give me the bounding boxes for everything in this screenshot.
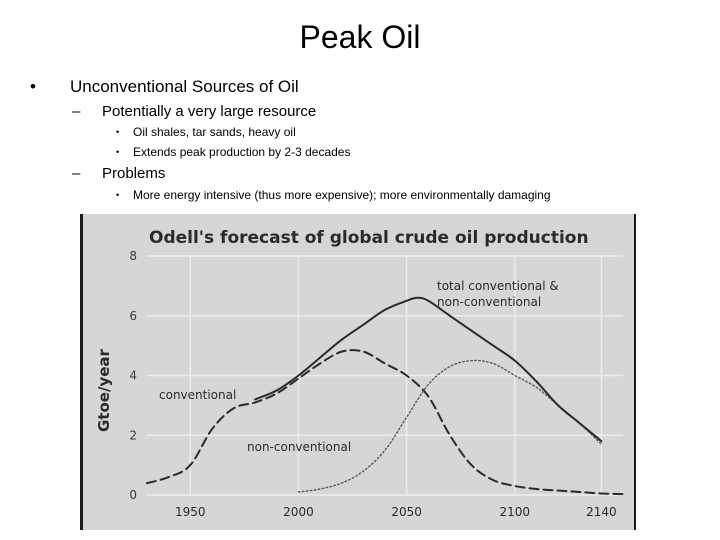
chart-title: Odell's forecast of global crude oil pro…: [149, 228, 589, 248]
dash-marker: –: [72, 165, 81, 182]
y-tick-label: 4: [129, 369, 137, 383]
x-tick-label: 2000: [283, 505, 314, 519]
annotation-total-line1: total conventional &: [437, 279, 559, 293]
bullet-marker: •: [30, 77, 36, 96]
chart-panel: Odell's forecast of global crude oil pro…: [80, 214, 636, 530]
odell-forecast-chart: Odell's forecast of global crude oil pro…: [95, 228, 624, 519]
sub-bullet-marker: •: [116, 190, 120, 200]
y-tick-label: 0: [129, 488, 137, 502]
subpoint-energy-intensive: More energy intensive (thus more expensi…: [133, 188, 551, 202]
point-problems: Problems: [102, 165, 166, 182]
y-tick-label: 6: [129, 309, 137, 323]
series-line-total-conventional-and-non-conventional: [254, 296, 603, 443]
y-tick-label: 8: [129, 249, 137, 263]
sub-bullet-marker: •: [116, 127, 120, 137]
subpoint-oil-shales: Oil shales, tar sands, heavy oil: [133, 125, 296, 139]
x-tick-label: 2050: [391, 505, 422, 519]
series-layer: [146, 296, 624, 496]
dash-marker: –: [72, 103, 81, 120]
heading-unconventional-sources: Unconventional Sources of Oil: [70, 77, 299, 96]
axis-layer: 0 2 4 6 8 1950 2000 2050 2100 2140: [129, 249, 616, 519]
sub-bullet-marker: •: [116, 147, 120, 157]
grid-layer: [147, 255, 623, 496]
y-axis-label: Gtoe/year: [95, 348, 113, 432]
x-tick-label: 2100: [500, 505, 531, 519]
annotation-conventional: conventional: [159, 388, 236, 402]
x-tick-label: 1950: [175, 505, 206, 519]
annotation-non-conventional: non-conventional: [247, 440, 351, 454]
y-tick-label: 2: [129, 428, 137, 442]
slide-title: Peak Oil: [299, 19, 421, 55]
series-line-conventional: [146, 349, 624, 496]
x-tick-label: 2140: [586, 505, 617, 519]
point-large-resource: Potentially a very large resource: [102, 103, 317, 120]
series-line-non-conventional: [297, 359, 603, 493]
annotation-total-line2: non-conventional: [437, 295, 541, 309]
subpoint-extends-peak: Extends peak production by 2-3 decades: [133, 145, 351, 159]
